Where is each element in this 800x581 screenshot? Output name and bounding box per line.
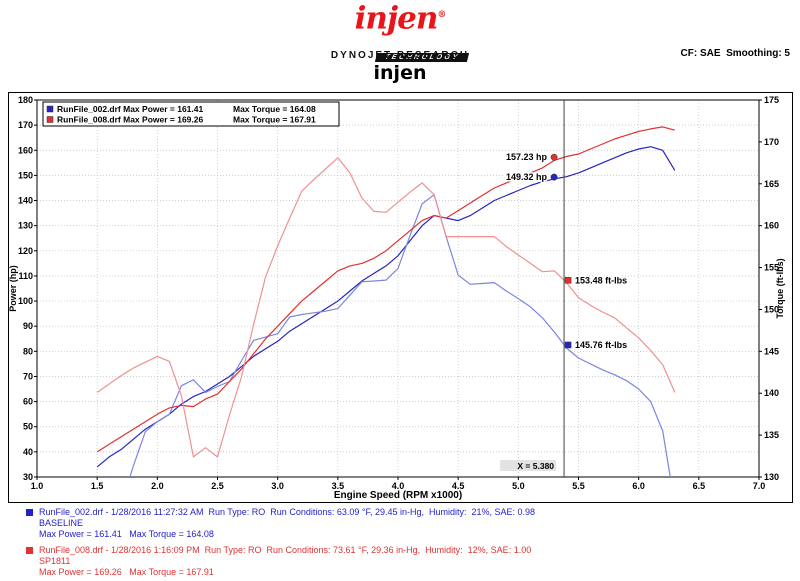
injen-logo-text: injen® bbox=[0, 0, 800, 34]
x-axis-title: Engine Speed (RPM x1000) bbox=[334, 490, 462, 500]
svg-text:170: 170 bbox=[18, 120, 33, 130]
svg-text:160: 160 bbox=[18, 145, 33, 155]
legend-torque-text: Max Torque = 167.91 bbox=[233, 115, 316, 125]
run-label: BASELINE bbox=[39, 518, 84, 528]
legend-torque-text: Max Torque = 164.08 bbox=[233, 104, 316, 114]
svg-text:145: 145 bbox=[764, 346, 779, 356]
annotation-label: 145.76 ft-lbs bbox=[575, 340, 627, 350]
annotation-marker-icon bbox=[550, 173, 558, 181]
run-info-sp1811: RunFile_008.drf - 1/28/2016 1:16:09 PM R… bbox=[26, 545, 786, 578]
svg-text:150: 150 bbox=[764, 304, 779, 314]
y-axis-right-title: Torque (ft-lbs) bbox=[775, 258, 785, 318]
svg-text:150: 150 bbox=[18, 170, 33, 180]
run-line: RunFile_002.drf - 1/28/2016 11:27:32 AM … bbox=[26, 507, 786, 518]
svg-text:135: 135 bbox=[764, 430, 779, 440]
annotation-marker-icon bbox=[550, 153, 558, 161]
run-info-baseline: RunFile_002.drf - 1/28/2016 11:27:32 AM … bbox=[26, 507, 786, 540]
svg-text:6.0: 6.0 bbox=[632, 481, 645, 491]
svg-text:130: 130 bbox=[18, 221, 33, 231]
svg-text:160: 160 bbox=[764, 221, 779, 231]
registered-mark-icon: ® bbox=[437, 10, 446, 20]
series-runfile-002-drf-torque-ft-lbs- bbox=[129, 194, 671, 477]
svg-text:2.5: 2.5 bbox=[211, 481, 224, 491]
injen-logo: injen® TECHNOLOGY bbox=[0, 0, 800, 70]
svg-text:3.5: 3.5 bbox=[332, 481, 345, 491]
svg-text:180: 180 bbox=[18, 95, 33, 105]
svg-text:2.0: 2.0 bbox=[151, 481, 164, 491]
run-line: RunFile_008.drf - 1/28/2016 1:16:09 PM R… bbox=[26, 545, 786, 556]
run-conditions-text: RunFile_002.drf - 1/28/2016 11:27:32 AM … bbox=[39, 507, 536, 517]
run-conditions-text: RunFile_008.drf - 1/28/2016 1:16:09 PM R… bbox=[39, 545, 532, 555]
svg-text:90: 90 bbox=[23, 321, 33, 331]
series-runfile-008-drf-torque-ft-lbs- bbox=[96, 157, 676, 458]
legend-swatch-icon bbox=[46, 105, 54, 113]
svg-text:4.0: 4.0 bbox=[392, 481, 405, 491]
svg-text:50: 50 bbox=[23, 422, 33, 432]
svg-text:175: 175 bbox=[764, 95, 779, 105]
run-max-values: Max Power = 161.41 Max Torque = 164.08 bbox=[39, 529, 214, 539]
cf-smoothing-label: CF: SAE Smoothing: 5 bbox=[680, 48, 790, 59]
svg-text:110: 110 bbox=[18, 271, 33, 281]
svg-text:165: 165 bbox=[764, 179, 779, 189]
svg-text:5.0: 5.0 bbox=[512, 481, 525, 491]
annotation-label: 157.23 hp bbox=[506, 152, 548, 162]
dyno-chart: 1.0 1.5 2.0 2.5 3.0 3.5 4.0 4.5 5.0 5.5 6.0 6.5 7.0 3… bbox=[8, 92, 793, 503]
svg-text:4.5: 4.5 bbox=[452, 481, 465, 491]
svg-text:140: 140 bbox=[18, 196, 33, 206]
logo-word: injen bbox=[354, 0, 439, 37]
svg-text:40: 40 bbox=[23, 447, 33, 457]
svg-text:60: 60 bbox=[23, 397, 33, 407]
chart-svg: 1.0 1.5 2.0 2.5 3.0 3.5 4.0 4.5 5.0 5.5 6.0 6.5 7.0 3… bbox=[9, 95, 785, 500]
run-color-swatch-icon bbox=[26, 547, 33, 554]
annotation-label: 153.48 ft-lbs bbox=[575, 275, 627, 285]
svg-text:6.5: 6.5 bbox=[693, 481, 706, 491]
svg-text:3.0: 3.0 bbox=[271, 481, 284, 491]
legend-swatch-icon bbox=[46, 116, 54, 123]
svg-text:80: 80 bbox=[23, 346, 33, 356]
svg-text:70: 70 bbox=[23, 371, 33, 381]
chart-legend-box: RunFile_002.drf Max Power = 161.41 Max To… bbox=[42, 101, 340, 127]
svg-text:140: 140 bbox=[764, 388, 779, 398]
svg-text:155: 155 bbox=[764, 263, 779, 273]
cursor-x-label: X = 5.380 bbox=[517, 461, 554, 471]
svg-text:130: 130 bbox=[764, 472, 779, 482]
annotation-marker-icon bbox=[564, 341, 572, 349]
svg-text:5.5: 5.5 bbox=[572, 481, 585, 491]
series-runfile-008-drf-power-hp- bbox=[96, 126, 675, 453]
report-title: injen bbox=[373, 62, 427, 84]
svg-text:1.5: 1.5 bbox=[91, 481, 104, 491]
annotation-label: 149.32 hp bbox=[506, 172, 548, 182]
run-label: SP1811 bbox=[39, 556, 71, 566]
svg-text:1.0: 1.0 bbox=[31, 481, 44, 491]
svg-text:7.0: 7.0 bbox=[753, 481, 766, 491]
cursor-label-bg bbox=[500, 460, 557, 471]
svg-text:100: 100 bbox=[18, 296, 33, 306]
dynojet-research-label: DYNOJET RESEARCH bbox=[330, 50, 470, 61]
legend-run-text: RunFile_002.drf Max Power = 161.41 bbox=[57, 104, 203, 114]
run-info-footer: RunFile_002.drf - 1/28/2016 11:27:32 AM … bbox=[26, 507, 786, 581]
svg-text:170: 170 bbox=[764, 137, 779, 147]
legend-run-text: RunFile_008.drf Max Power = 169.26 bbox=[57, 115, 203, 125]
svg-text:30: 30 bbox=[23, 472, 33, 482]
svg-text:120: 120 bbox=[18, 246, 33, 256]
run-color-swatch-icon bbox=[26, 509, 33, 516]
run-max-values: Max Power = 169.26 Max Torque = 167.91 bbox=[39, 567, 214, 577]
series-runfile-002-drf-power-hp- bbox=[96, 146, 676, 468]
y-axis-left-title: Power (hp) bbox=[9, 265, 18, 312]
annotation-marker-icon bbox=[564, 277, 572, 284]
